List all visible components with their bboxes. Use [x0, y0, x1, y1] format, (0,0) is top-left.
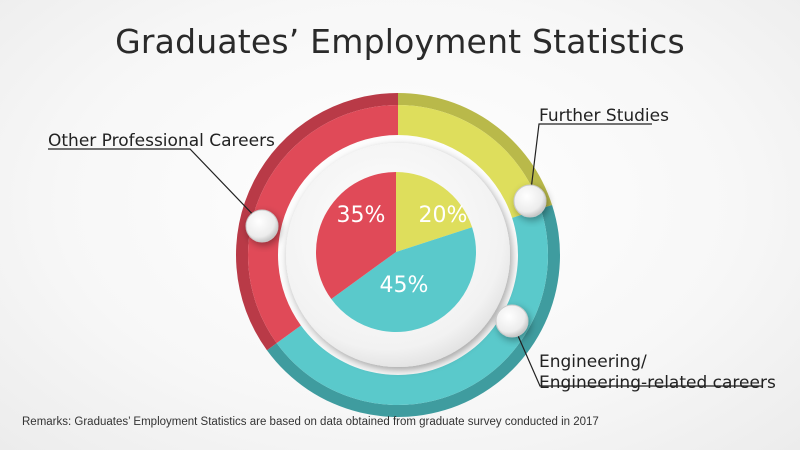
callout-knob-other — [245, 209, 279, 243]
inner-pie — [316, 172, 476, 332]
data-label-other: 35% — [337, 203, 386, 228]
callout-line-other — [48, 148, 263, 225]
label-engineering: Engineering/ Engineering-related careers — [539, 352, 776, 394]
callout-knob-further — [513, 184, 547, 218]
callout-line-engineering — [511, 321, 762, 387]
data-label-engineering: 45% — [380, 273, 429, 298]
callout-line-further — [529, 123, 652, 199]
callout-lines — [48, 123, 762, 387]
pie-slice-engineering — [331, 227, 476, 332]
label-other-professional: Other Professional Careers — [48, 131, 275, 151]
chart-title: Graduates’ Employment Statistics — [115, 22, 685, 61]
label-further-studies: Further Studies — [539, 106, 669, 126]
label-engineering-line-2: Engineering-related careers — [539, 373, 776, 393]
pie-slice-other — [316, 172, 396, 300]
pie-slice-further — [396, 172, 473, 252]
outer-ring-segment-further — [398, 105, 541, 218]
data-label-further: 20% — [419, 203, 468, 228]
outer-ring-segment-other — [248, 105, 398, 344]
callout-knob-engineering — [495, 304, 529, 338]
label-engineering-line-1: Engineering/ — [539, 352, 647, 372]
remarks-note: Remarks: Graduates’ Employment Statistic… — [22, 416, 599, 428]
outer-ring-rim-other — [235, 92, 398, 351]
outer-ring — [248, 105, 548, 405]
inner-pie-labels: 20% 45% 35% — [337, 203, 468, 298]
outer-ring-segment-engineering — [276, 208, 548, 405]
callout-knobs — [245, 184, 547, 338]
